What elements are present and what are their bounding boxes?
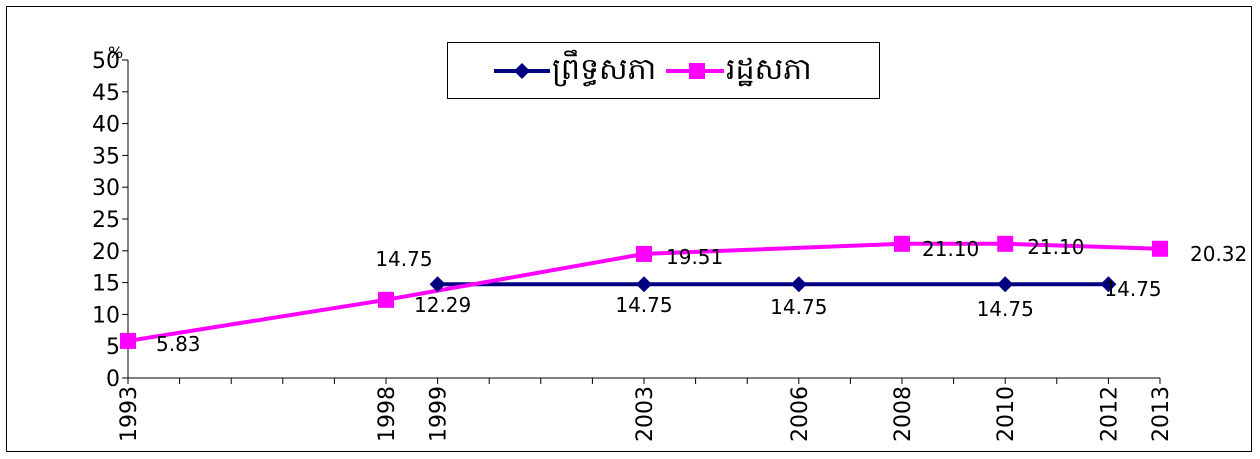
x-tick-label: 2013	[1149, 386, 1174, 442]
x-tick-label: 2012	[1097, 386, 1122, 442]
x-tick-label: 1999	[427, 386, 452, 442]
chart-legend: ព្រឹទ្ធសភា រដ្ឋសភា	[447, 42, 880, 99]
y-tick-label: 45	[92, 81, 120, 106]
data-label-national-assembly: 21.10	[1027, 235, 1084, 259]
data-label-national-assembly: 12.29	[414, 293, 471, 317]
x-tick-label: 2008	[891, 386, 916, 442]
data-label-senate: 14.75	[977, 297, 1034, 321]
y-tick-label: 10	[92, 303, 120, 328]
data-label-national-assembly: 19.51	[666, 245, 723, 269]
legend-label-senate: ព្រឹទ្ធសភា	[552, 52, 657, 87]
data-point-national-assembly	[997, 235, 1014, 252]
x-tick-label: 1998	[375, 386, 400, 442]
x-tick-label: 1993	[117, 386, 142, 442]
y-tick-label: 30	[92, 176, 120, 201]
y-tick-label: 20	[92, 240, 120, 265]
data-label-senate: 14.75	[615, 293, 672, 317]
legend-item-national-assembly: រដ្ឋសភា	[664, 43, 874, 98]
y-tick-label: 35	[92, 144, 120, 169]
data-point-senate	[790, 276, 807, 293]
data-point-national-assembly	[378, 291, 394, 308]
data-point-senate	[997, 276, 1014, 293]
y-tick-label: 0	[106, 367, 120, 392]
data-point-national-assembly	[120, 332, 136, 349]
data-label-senate: 14.75	[375, 247, 432, 271]
y-unit-label: %	[108, 43, 123, 62]
legend-item-senate: ព្រឹទ្ធសភា	[492, 43, 692, 98]
data-label-national-assembly: 21.10	[922, 237, 979, 261]
data-point-senate	[636, 276, 652, 293]
data-point-national-assembly	[1152, 240, 1168, 257]
legend-swatch-senate	[494, 63, 550, 79]
y-tick-label: 15	[92, 272, 120, 297]
x-tick-label: 2006	[788, 386, 813, 442]
data-point-national-assembly	[636, 245, 652, 262]
data-label-senate: 14.75	[1104, 277, 1161, 301]
data-point-senate	[1100, 276, 1117, 293]
data-label-senate: 14.75	[770, 295, 827, 319]
data-point-national-assembly	[894, 235, 910, 252]
x-tick-label: 2003	[633, 386, 658, 442]
series-line-national-assembly	[127, 241, 1161, 343]
data-label-national-assembly: 20.32	[1190, 242, 1247, 266]
x-tick-label: 2010	[994, 386, 1019, 442]
y-tick-label: 50	[92, 49, 120, 74]
y-tick-label: 40	[92, 113, 120, 138]
legend-label-national-assembly: រដ្ឋសភា	[726, 52, 812, 87]
y-tick-label: 25	[92, 208, 120, 233]
data-label-national-assembly: 5.83	[156, 332, 201, 356]
legend-swatch-national-assembly	[666, 63, 724, 79]
data-point-senate	[429, 276, 446, 293]
y-tick-label: 5	[106, 335, 120, 360]
